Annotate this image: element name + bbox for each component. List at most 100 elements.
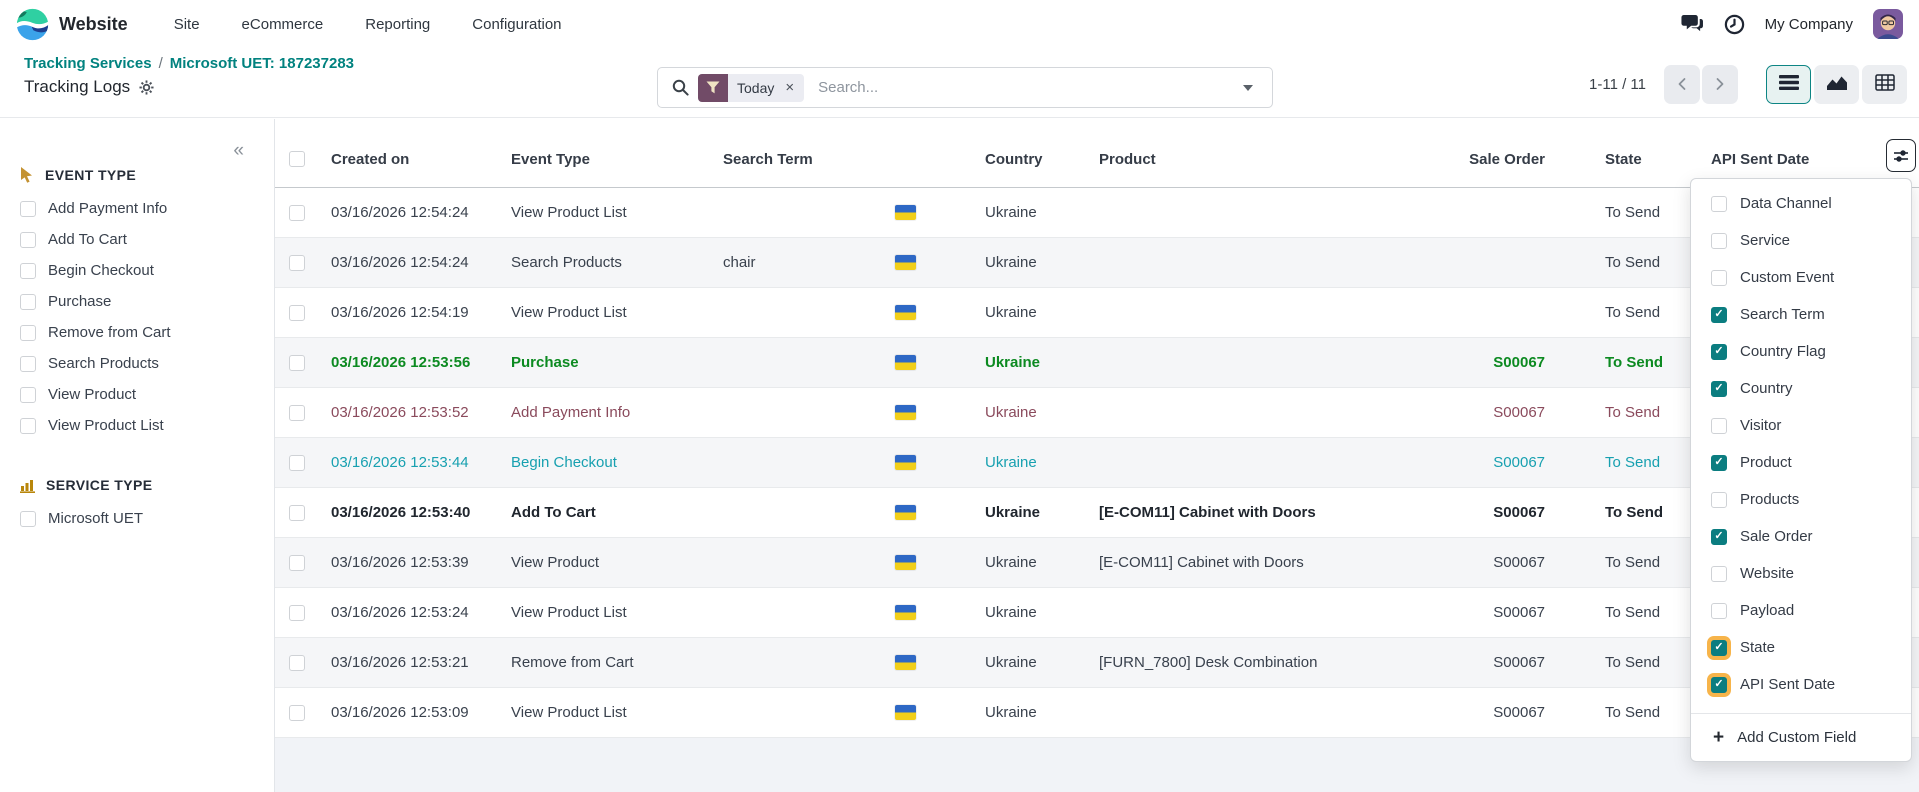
column-option-checkbox[interactable]	[1711, 232, 1727, 249]
filter-remove-from-cart[interactable]: Remove from Cart	[0, 317, 274, 348]
pager-next-button[interactable]	[1702, 64, 1738, 104]
column-option-checkbox[interactable]	[1711, 454, 1727, 471]
list-view-button[interactable]	[1766, 64, 1811, 104]
column-option-visitor[interactable]: Visitor	[1691, 407, 1911, 444]
menu-ecommerce[interactable]: eCommerce	[241, 15, 324, 33]
column-header-event-type[interactable]: Event Type	[511, 150, 590, 168]
search-facet-today[interactable]: Today ×	[698, 73, 805, 102]
filter-checkbox[interactable]	[20, 293, 36, 310]
column-option-checkbox[interactable]	[1711, 195, 1727, 212]
column-option-country[interactable]: Country	[1691, 370, 1911, 407]
filter-view-product-list[interactable]: View Product List	[0, 410, 274, 441]
search-bar[interactable]: Today ×	[657, 67, 1273, 108]
filter-add-payment-info[interactable]: Add Payment Info	[0, 193, 274, 224]
filter-begin-checkout[interactable]: Begin Checkout	[0, 255, 274, 286]
column-header-sale-order[interactable]: Sale Order	[1469, 150, 1545, 168]
table-row[interactable]: 03/16/2026 12:53:56 Purchase Ukraine S00…	[275, 338, 1919, 388]
column-options-toggle-button[interactable]	[1886, 139, 1916, 172]
pager-previous-button[interactable]	[1664, 64, 1700, 104]
filter-checkbox[interactable]	[20, 324, 36, 341]
column-option-checkbox[interactable]	[1711, 269, 1727, 286]
table-row[interactable]: 03/16/2026 12:53:09 View Product List Uk…	[275, 688, 1919, 738]
table-row[interactable]: 03/16/2026 12:53:40 Add To Cart Ukraine …	[275, 488, 1919, 538]
column-option-checkbox[interactable]	[1711, 417, 1727, 434]
company-switcher[interactable]: My Company	[1764, 15, 1853, 33]
row-checkbox[interactable]	[289, 354, 305, 371]
column-option-product[interactable]: Product	[1691, 444, 1911, 481]
column-option-data-channel[interactable]: Data Channel	[1691, 185, 1911, 222]
column-header-api-sent-date[interactable]: API Sent Date	[1711, 150, 1810, 168]
table-row[interactable]: 03/16/2026 12:54:19 View Product List Uk…	[275, 288, 1919, 338]
search-dropdown-caret-icon[interactable]	[1243, 84, 1253, 91]
website-app-logo-icon[interactable]	[16, 8, 49, 41]
table-row[interactable]: 03/16/2026 12:53:44 Begin Checkout Ukrai…	[275, 438, 1919, 488]
column-option-payload[interactable]: Payload	[1691, 592, 1911, 629]
table-row[interactable]: 03/16/2026 12:54:24 Search Products chai…	[275, 238, 1919, 288]
column-option-checkbox[interactable]	[1711, 528, 1727, 545]
user-avatar[interactable]	[1873, 9, 1903, 39]
filter-add-to-cart[interactable]: Add To Cart	[0, 224, 274, 255]
breadcrumb-parent-link[interactable]: Tracking Services	[24, 55, 152, 72]
column-option-checkbox[interactable]	[1711, 491, 1727, 508]
graph-view-button[interactable]	[1814, 64, 1859, 104]
table-row[interactable]: 03/16/2026 12:53:21 Remove from Cart Ukr…	[275, 638, 1919, 688]
menu-configuration[interactable]: Configuration	[472, 15, 562, 33]
gear-icon[interactable]	[139, 79, 154, 95]
filter-search-products[interactable]: Search Products	[0, 348, 274, 379]
filter-purchase[interactable]: Purchase	[0, 286, 274, 317]
row-checkbox[interactable]	[289, 404, 305, 421]
row-checkbox[interactable]	[289, 654, 305, 671]
select-all-checkbox[interactable]	[289, 151, 305, 167]
table-row[interactable]: 03/16/2026 12:53:52 Add Payment Info Ukr…	[275, 388, 1919, 438]
column-option-checkbox[interactable]	[1711, 380, 1727, 397]
column-option-state[interactable]: State	[1691, 629, 1911, 666]
filter-checkbox[interactable]	[20, 417, 36, 434]
column-option-search-term[interactable]: Search Term	[1691, 296, 1911, 333]
column-option-sale-order[interactable]: Sale Order	[1691, 518, 1911, 555]
messages-icon[interactable]	[1681, 14, 1704, 34]
row-checkbox[interactable]	[289, 704, 305, 721]
column-option-service[interactable]: Service	[1691, 222, 1911, 259]
column-option-checkbox[interactable]	[1711, 306, 1727, 323]
table-row[interactable]: 03/16/2026 12:53:24 View Product List Uk…	[275, 588, 1919, 638]
column-option-country-flag[interactable]: Country Flag	[1691, 333, 1911, 370]
column-option-checkbox[interactable]	[1711, 602, 1727, 619]
filter-microsoft-uet[interactable]: Microsoft UET	[0, 503, 274, 534]
filter-checkbox[interactable]	[20, 231, 36, 248]
filter-checkbox[interactable]	[20, 510, 36, 527]
column-option-website[interactable]: Website	[1691, 555, 1911, 592]
column-header-product[interactable]: Product	[1099, 150, 1156, 168]
pivot-view-button[interactable]	[1862, 64, 1907, 104]
column-option-checkbox[interactable]	[1711, 639, 1727, 656]
row-checkbox[interactable]	[289, 504, 305, 521]
column-header-country[interactable]: Country	[985, 150, 1043, 168]
column-option-products[interactable]: Products	[1691, 481, 1911, 518]
row-checkbox[interactable]	[289, 604, 305, 621]
row-checkbox[interactable]	[289, 254, 305, 271]
column-option-checkbox[interactable]	[1711, 343, 1727, 360]
row-checkbox[interactable]	[289, 454, 305, 471]
filter-checkbox[interactable]	[20, 386, 36, 403]
row-checkbox[interactable]	[289, 204, 305, 221]
row-checkbox[interactable]	[289, 554, 305, 571]
collapse-sidebar-icon[interactable]: «	[233, 140, 244, 161]
column-header-search-term[interactable]: Search Term	[723, 150, 813, 168]
menu-site[interactable]: Site	[173, 15, 200, 33]
filter-checkbox[interactable]	[20, 355, 36, 372]
table-row[interactable]: 03/16/2026 12:53:39 View Product Ukraine…	[275, 538, 1919, 588]
activities-clock-icon[interactable]	[1724, 14, 1745, 35]
breadcrumb-current-link[interactable]: Microsoft UET: 187237283	[169, 55, 355, 72]
column-header-state[interactable]: State	[1605, 150, 1642, 168]
column-option-checkbox[interactable]	[1711, 565, 1727, 582]
menu-reporting[interactable]: Reporting	[365, 15, 431, 33]
row-checkbox[interactable]	[289, 304, 305, 321]
column-option-custom-event[interactable]: Custom Event	[1691, 259, 1911, 296]
filter-checkbox[interactable]	[20, 200, 36, 217]
filter-checkbox[interactable]	[20, 262, 36, 279]
add-custom-field-button[interactable]: + Add Custom Field	[1691, 714, 1911, 761]
column-option-checkbox[interactable]	[1711, 676, 1727, 693]
table-row[interactable]: 03/16/2026 12:54:24 View Product List Uk…	[275, 188, 1919, 238]
column-option-api-sent-date[interactable]: API Sent Date	[1691, 666, 1911, 703]
facet-remove-icon[interactable]: ×	[785, 79, 795, 96]
filter-view-product[interactable]: View Product	[0, 379, 274, 410]
